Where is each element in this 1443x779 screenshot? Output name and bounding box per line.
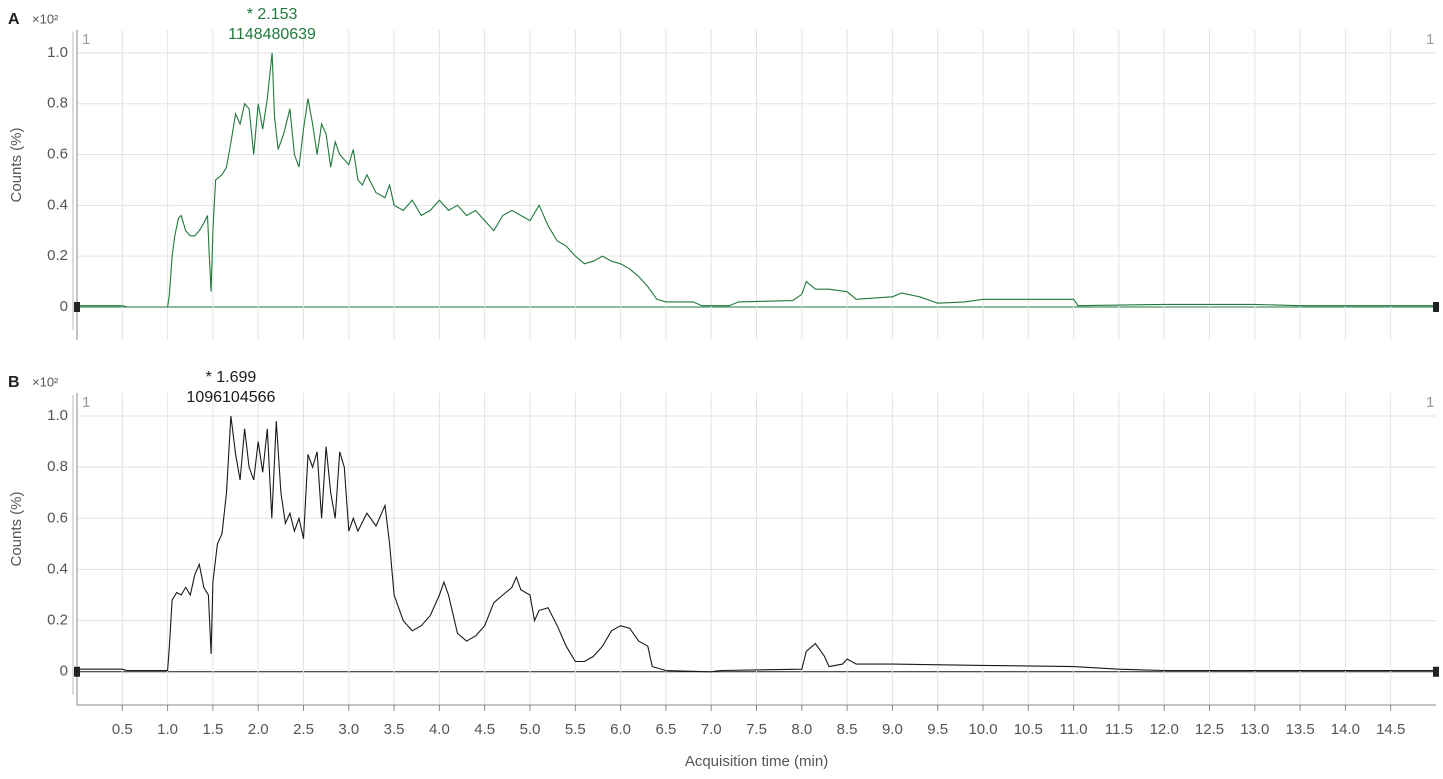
x-tick-label: 6.5 [655, 721, 676, 738]
x-tick-label: 12.5 [1195, 721, 1224, 738]
x-tick-label: 2.0 [248, 721, 269, 738]
y-tick-label: 0.8 [47, 458, 68, 475]
x-tick-label: 11.0 [1060, 721, 1088, 738]
baseline-handle [74, 666, 80, 677]
x-tick-label: 8.5 [837, 721, 858, 738]
y-tick-label: 0.6 [47, 509, 68, 526]
x-tick-label: 12.0 [1150, 721, 1179, 738]
baseline-handle [74, 301, 80, 312]
peak-annotation: * 2.153 [247, 6, 298, 23]
peak-annotation: 1096104566 [186, 389, 275, 406]
y-axis-title: Counts (%) [8, 127, 25, 202]
scale-label: ×10² [32, 11, 59, 26]
x-tick-label: 6.0 [610, 721, 631, 738]
x-tick-label: 14.0 [1331, 721, 1360, 738]
x-tick-label: 8.0 [791, 721, 812, 738]
y-tick-label: 0.2 [47, 612, 68, 629]
trace-line [77, 415, 1436, 673]
x-tick-label: 9.0 [882, 721, 903, 738]
corner-label: 1 [1426, 394, 1434, 411]
y-tick-label: 0 [60, 298, 68, 315]
y-tick-label: 0.8 [47, 95, 68, 112]
x-tick-label: 2.5 [293, 721, 314, 738]
x-tick-label: 7.5 [746, 721, 767, 738]
x-tick-label: 5.0 [520, 721, 541, 738]
x-tick-label: 9.5 [927, 721, 948, 738]
x-tick-label: 5.5 [565, 721, 586, 738]
panel-label: B [8, 374, 20, 391]
x-tick-label: 10.5 [1014, 721, 1043, 738]
x-tick-label: 1.0 [157, 721, 178, 738]
x-tick-label: 4.5 [474, 721, 495, 738]
x-tick-label: 0.5 [112, 721, 133, 738]
x-tick-label: 7.0 [701, 721, 722, 738]
corner-label: 1 [82, 394, 90, 411]
x-tick-label: 1.5 [202, 721, 223, 738]
panel-label: A [8, 11, 20, 28]
baseline-handle [1433, 666, 1439, 677]
x-tick-label: 11.5 [1105, 721, 1133, 738]
y-axis-title: Counts (%) [8, 491, 25, 566]
corner-label: 1 [1426, 31, 1434, 48]
x-tick-label: 14.5 [1376, 721, 1405, 738]
x-tick-label: 3.5 [384, 721, 405, 738]
y-tick-label: 0.4 [47, 560, 68, 577]
trace-line [77, 52, 1436, 308]
y-tick-label: 0 [60, 663, 68, 680]
y-tick-label: 0.4 [47, 196, 68, 213]
x-tick-label: 13.0 [1240, 721, 1269, 738]
x-tick-label: 4.0 [429, 721, 450, 738]
y-tick-label: 1.0 [47, 407, 68, 424]
peak-annotation: 1148480639 [228, 26, 316, 43]
x-axis-title: Acquisition time (min) [685, 753, 828, 770]
corner-label: 1 [82, 31, 90, 48]
y-tick-label: 0.2 [47, 247, 68, 264]
y-tick-label: 0.6 [47, 145, 68, 162]
x-tick-label: 13.5 [1285, 721, 1314, 738]
x-tick-label: 10.0 [968, 721, 997, 738]
x-tick-label: 3.0 [338, 721, 359, 738]
baseline-handle [1433, 301, 1439, 312]
y-tick-label: 1.0 [47, 44, 68, 61]
peak-annotation: * 1.699 [206, 369, 257, 386]
scale-label: ×10² [32, 374, 59, 389]
